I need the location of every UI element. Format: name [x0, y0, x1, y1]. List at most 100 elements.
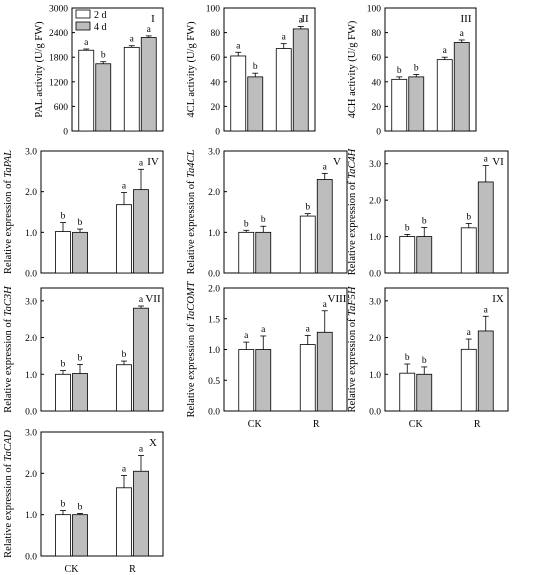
significance-letter: a [236, 41, 241, 51]
y-tick-label: 3000 [49, 5, 68, 15]
y-tick-label: 1.0 [25, 371, 37, 381]
bar-ck-4d [255, 349, 272, 412]
significance-letter: b [414, 63, 419, 73]
bar-ck-4d [408, 76, 425, 132]
y-axis-label-gene: TaCAD [3, 430, 14, 462]
y-tick-label: 40 [372, 78, 382, 88]
bar-ck-4d [72, 231, 88, 274]
y-tick-label: 0.0 [369, 270, 381, 280]
significance-letter: b [61, 360, 66, 370]
bar-ck-4d [72, 514, 88, 557]
panel-id: II [301, 13, 309, 25]
bar-ck-2d [78, 49, 95, 132]
bar-r-4d [140, 37, 157, 132]
y-tick-label: 1.0 [25, 229, 37, 239]
y-tick-label: 2400 [49, 29, 68, 39]
panel-id: VIII [328, 293, 347, 305]
y-axis-label-gene: TaC3H [3, 285, 14, 316]
bar-r-2d [116, 204, 132, 274]
bar-ck-2d [391, 78, 408, 132]
significance-letter: a [443, 46, 448, 56]
panel-id: I [151, 13, 155, 25]
significance-letter: a [244, 331, 249, 341]
chart-panel-vii: 0.0 1.0 2.0 3.0 Relative expression of TaC3H… [3, 285, 164, 418]
y-tick-label: 0 [63, 128, 68, 138]
bar-ck-4d [416, 373, 433, 412]
bar-r-4d [292, 28, 309, 132]
bar-ck-2d [55, 514, 71, 557]
significance-letter: b [405, 353, 410, 363]
y-tick-label: 1.0 [369, 233, 381, 243]
y-tick-label: 3.0 [25, 429, 37, 439]
y-tick-label: 0.0 [25, 408, 37, 418]
y-axis-label-text: Relative expression of [3, 461, 14, 558]
y-axis-label-text: Relative expression of [347, 316, 358, 413]
plot-frame [223, 7, 316, 132]
y-tick-label: 0.0 [25, 270, 37, 280]
y-tick-label: 2.0 [25, 470, 37, 480]
plot-frame [384, 7, 477, 132]
y-tick-label: 2.0 [208, 188, 220, 198]
y-tick-label: 0 [215, 128, 220, 138]
y-axis-label-text: Relative expression of [186, 178, 197, 275]
x-tick-label: CK [65, 564, 80, 575]
y-tick-label: 3.0 [208, 148, 220, 158]
bar-r-4d [316, 331, 333, 412]
significance-letter: a [261, 325, 266, 335]
bar-r-4d [133, 307, 149, 412]
legend-label: 4 d [94, 22, 107, 33]
y-tick-label: 1.0 [25, 511, 37, 521]
chart-panel-vi: 0.0 1.0 2.0 3.0 Relative expression of TaC4H… [347, 147, 509, 280]
panel-id: V [333, 156, 341, 168]
y-tick-label: 100 [367, 5, 382, 15]
y-tick-label: 1.5 [208, 315, 220, 325]
y-tick-label: 2.0 [369, 334, 381, 344]
chart-panel-v: 0.0 1.0 2.0 3.0 Relative expression of Ta4CL… [186, 148, 348, 280]
significance-letter: b [422, 356, 427, 366]
legend-swatch [75, 9, 91, 19]
y-axis-label: Relative expression of TaCAD [3, 430, 14, 558]
y-tick-label: 2.0 [25, 334, 37, 344]
y-axis-label: Relative expression of Ta4CL [186, 149, 197, 274]
significance-letter: b [101, 51, 106, 61]
y-tick-label: 2.0 [208, 285, 220, 295]
significance-letter: b [78, 353, 83, 363]
y-axis-label: 4CL activity (U/g FW) [186, 21, 197, 118]
x-tick-label: R [474, 419, 481, 430]
y-axis-label-gene: TaPAL [3, 150, 14, 178]
bar-ck-2d [399, 372, 416, 412]
bar-ck-4d [416, 236, 433, 274]
significance-letter: b [405, 223, 410, 233]
legend-swatch [75, 21, 91, 31]
y-tick-label: 0.0 [25, 553, 37, 563]
significance-letter: a [323, 162, 328, 172]
y-tick-label: 40 [211, 78, 221, 88]
y-axis-label-text: Relative expression of [347, 179, 358, 276]
significance-letter: b [466, 212, 471, 222]
significance-letter: a [147, 25, 152, 35]
bar-r-2d [123, 46, 140, 132]
chart-panel-iv: 0.0 1.0 2.0 3.0 Relative expression of TaPAL… [3, 148, 164, 280]
significance-letter: a [139, 445, 144, 455]
y-axis-label: Relative expression of TaPAL [3, 150, 14, 274]
y-axis-label-gene: TaC4H [347, 147, 358, 178]
significance-letter: a [484, 305, 489, 315]
y-tick-label: 3.0 [369, 297, 381, 307]
y-tick-label: 80 [211, 29, 221, 39]
significance-letter: b [261, 215, 266, 225]
panel-id: III [461, 13, 472, 25]
y-tick-label: 60 [372, 54, 382, 64]
y-axis-label-text: Relative expression of [3, 177, 14, 274]
y-axis-label: Relative expression of TaC4H [347, 147, 358, 275]
significance-letter: b [397, 66, 402, 76]
plot-frame [384, 287, 509, 412]
significance-letter: a [84, 38, 89, 48]
panel-id: VI [492, 156, 504, 168]
bar-ck-2d [399, 236, 416, 274]
significance-letter: b [78, 218, 83, 228]
bar-r-2d [116, 487, 132, 557]
significance-letter: a [282, 33, 287, 43]
significance-letter: a [122, 464, 127, 474]
significance-letter: b [244, 219, 249, 229]
